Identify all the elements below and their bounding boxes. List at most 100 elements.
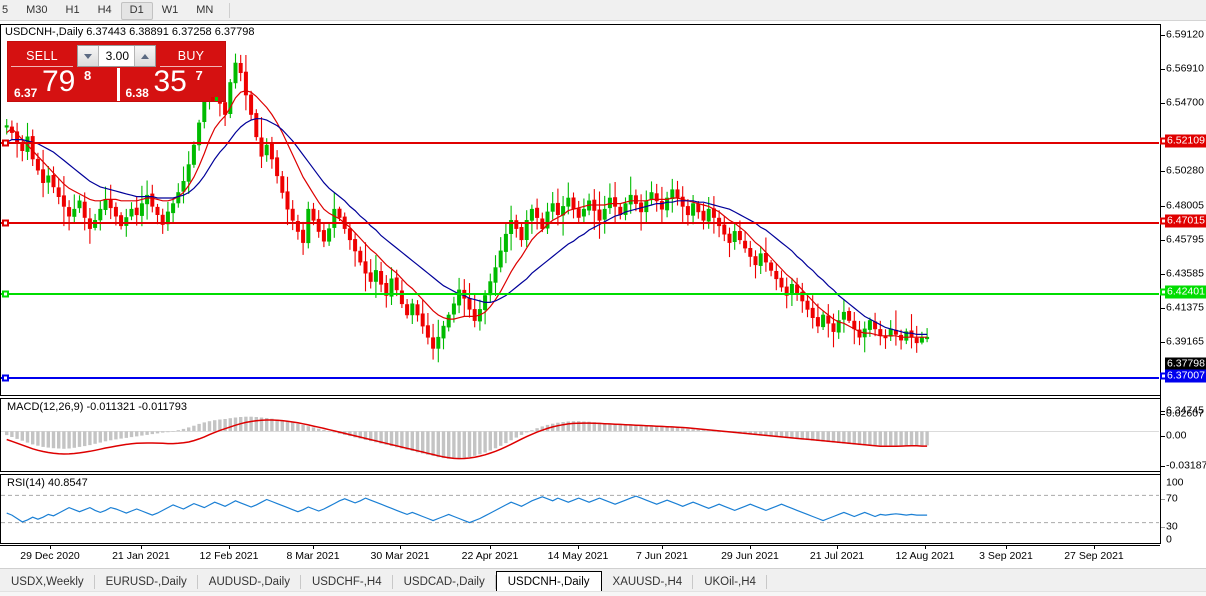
tab-separator [692, 575, 694, 589]
date-tick [400, 545, 401, 549]
timeframe-h1[interactable]: H1 [65, 3, 80, 16]
tab-bar-bottom-strip [0, 591, 1206, 596]
one-click-trade-panel[interactable]: SELL 3.00 BUY 6.37 79 8 [7, 41, 226, 102]
macd-scale-label: 0.00 [1166, 429, 1187, 442]
chart-tab-label: EURUSD-,Daily [105, 576, 187, 588]
rsi-label: RSI(14) 40.8547 [5, 477, 90, 489]
chart-tab-eurusd-daily[interactable]: EURUSD-,Daily [95, 572, 198, 592]
support-1-line[interactable] [1, 293, 1159, 295]
date-label: 12 Feb 2021 [199, 550, 259, 562]
level-handle-red[interactable] [1160, 137, 1167, 145]
rsi-scale-label: 100 [1166, 476, 1184, 489]
date-label: 22 Apr 2021 [461, 550, 519, 562]
date-label: 29 Dec 2020 [20, 550, 80, 562]
chart-tab-label: USDCAD-,Daily [403, 576, 485, 588]
sell-button[interactable]: SELL [11, 45, 73, 67]
rsi-pane[interactable]: RSI(14) 40.8547 [0, 474, 1160, 544]
resistance-1-line[interactable] [1, 142, 1159, 144]
sell-price-big: 79 [42, 68, 76, 98]
chart-tab-usdx-weekly[interactable]: USDX,Weekly [0, 572, 95, 592]
trade-panel-prices: 6.37 79 8 6.38 35 7 [8, 68, 225, 101]
date-tick [229, 545, 230, 549]
date-label: 7 Jun 2021 [636, 550, 688, 562]
chart-tab-label: AUDUSD-,Daily [208, 576, 290, 588]
date-tick [313, 545, 314, 549]
price-label: 6.34745 [1166, 404, 1204, 417]
date-axis-line [0, 545, 1160, 546]
support-2-line[interactable] [1, 377, 1159, 379]
price-label: 6.54700 [1166, 96, 1204, 109]
support-1-handle[interactable] [2, 290, 9, 298]
level-handle-green[interactable] [1160, 288, 1167, 296]
buy-price-prefix: 6.38 [125, 86, 149, 100]
macd-tick [1161, 414, 1165, 415]
chart-title: USDCNH-,Daily 6.37443 6.38891 6.37258 6.… [5, 26, 255, 38]
date-tick [925, 545, 926, 549]
chart-tab-label: USDX,Weekly [11, 576, 84, 588]
macd-tick [1161, 466, 1165, 467]
price-tick [1161, 35, 1165, 36]
macd-label: MACD(12,26,9) -0.011321 -0.011793 [5, 401, 189, 413]
price-label-blue: 6.37007 [1165, 369, 1206, 383]
date-tick [750, 545, 751, 549]
timeframe-w1[interactable]: W1 [161, 3, 179, 16]
resistance-2-line[interactable] [1, 222, 1159, 224]
chart-tab-usdcnh-daily[interactable]: USDCNH-,Daily [495, 571, 602, 593]
volume-increase-button[interactable] [134, 46, 155, 66]
price-label-red: 6.52109 [1165, 134, 1206, 148]
price-label: 6.50280 [1166, 164, 1204, 177]
volume-stepper[interactable]: 3.00 [77, 45, 156, 67]
price-tick [1161, 171, 1165, 172]
price-tick [1161, 274, 1165, 275]
chart-tab-audusd-daily[interactable]: AUDUSD-,Daily [198, 572, 301, 592]
date-label: 3 Sep 2021 [979, 550, 1033, 562]
tick-indicator-icon [211, 97, 218, 101]
chevron-down-icon [84, 53, 92, 59]
chart-tab-usdchf-h4[interactable]: USDCHF-,H4 [301, 572, 393, 592]
volume-decrease-button[interactable] [78, 46, 99, 66]
level-handle-blue[interactable] [1160, 372, 1167, 380]
candlestick-chart [4, 53, 930, 363]
timeframe-h4[interactable]: H4 [97, 3, 112, 16]
level-handle-red[interactable] [1160, 217, 1167, 225]
resistance-1-handle[interactable] [2, 139, 9, 147]
resistance-2-handle[interactable] [2, 219, 9, 227]
chart-tab-label: UKOil-,H4 [704, 576, 756, 588]
timeframe-5[interactable]: 5 [2, 3, 9, 16]
buy-price-big: 35 [153, 68, 187, 98]
chart-tab-usdcad-daily[interactable]: USDCAD-,Daily [393, 572, 496, 592]
price-axis-line [1160, 24, 1161, 544]
support-2-handle[interactable] [2, 374, 9, 382]
price-tick [1161, 69, 1165, 70]
trade-panel-top-row: SELL 3.00 BUY [8, 42, 225, 68]
volume-input[interactable]: 3.00 [105, 49, 129, 63]
sell-price-display[interactable]: 6.37 79 8 [8, 68, 117, 101]
price-label: 6.59120 [1166, 28, 1204, 41]
toolbar-separator [229, 3, 231, 18]
buy-button[interactable]: BUY [160, 45, 222, 67]
chevron-up-icon [141, 53, 149, 59]
price-tick [1161, 308, 1165, 309]
chart-tab-xauusd-h4[interactable]: XAUUSD-,H4 [602, 572, 694, 592]
buy-price-display[interactable]: 6.38 35 7 [116, 68, 226, 101]
price-label: 6.48005 [1166, 199, 1204, 212]
date-label: 27 Sep 2021 [1064, 550, 1124, 562]
chart-tab-ukoil-h4[interactable]: UKOil-,H4 [693, 572, 767, 592]
timeframe-d1[interactable]: D1 [120, 1, 153, 20]
macd-pane[interactable]: MACD(12,26,9) -0.011321 -0.011793 [0, 398, 1160, 472]
date-label: 21 Jan 2021 [112, 550, 170, 562]
date-tick [662, 545, 663, 549]
price-scale[interactable]: 6.59120 6.56910 6.54700 6.52109 6.50280 6.480… [1160, 24, 1206, 546]
price-tick [1161, 103, 1165, 104]
date-tick [1006, 545, 1007, 549]
rsi-scale-label: 0 [1166, 533, 1172, 546]
price-label: 6.39165 [1166, 335, 1204, 348]
price-tick [1161, 240, 1165, 241]
date-tick [490, 545, 491, 549]
price-tick [1161, 342, 1165, 343]
timeframe-mn[interactable]: MN [196, 3, 214, 16]
date-axis: 29 Dec 2020 21 Jan 2021 12 Feb 2021 8 Mar 2… [0, 545, 1160, 567]
date-label: 21 Jul 2021 [809, 550, 865, 562]
timeframe-m30[interactable]: M30 [26, 3, 48, 16]
